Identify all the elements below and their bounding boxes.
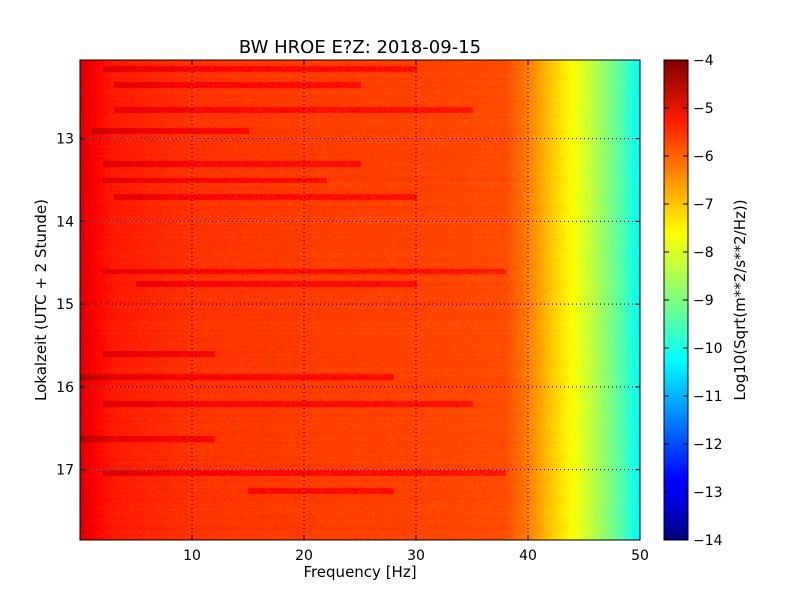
y-tick-label: 17 [56, 463, 74, 479]
colorbar-ticks: −4 −5 −6 −7 −8 −9 −10 −11 −12 −13 −14 [664, 53, 723, 549]
x-tick-label: 40 [519, 548, 537, 564]
colorbar-tick-label: −4 [693, 53, 714, 69]
y-tick-label: 13 [56, 132, 74, 148]
colorbar: −4 −5 −6 −7 −8 −9 −10 −11 −12 −13 −14 Log10(Sqrt(m… [663, 53, 749, 549]
colorbar-tick-label: −8 [693, 245, 714, 261]
colorbar-tick-label: −14 [693, 533, 723, 549]
spectrogram-heatmap [80, 60, 640, 540]
x-axis-label: Frequency [Hz] [303, 563, 416, 581]
y-tick-label: 14 [56, 214, 74, 230]
x-tick-label: 50 [631, 548, 649, 564]
y-tick-label: 16 [56, 380, 74, 396]
y-axis-ticks: 13 14 15 16 17 [56, 132, 640, 479]
x-tick-label: 30 [407, 548, 425, 564]
colorbar-tick-label: −7 [693, 197, 714, 213]
plot-area: 10 20 30 40 50 13 14 15 16 17 [56, 59, 649, 564]
colorbar-tick-label: −11 [693, 389, 723, 405]
colorbar-tick-label: −10 [693, 341, 723, 357]
plot-frame [79, 59, 641, 541]
colorbar-tick-label: −6 [693, 149, 714, 165]
x-tick-label: 20 [295, 548, 313, 564]
y-axis-label: Lokalzeit (UTC + 2 Stunde) [32, 199, 50, 401]
grid-lines [80, 60, 640, 540]
colorbar-tick-label: −13 [693, 485, 723, 501]
colorbar-tick-label: −5 [693, 101, 714, 117]
chart-title: BW HROE E?Z: 2018-09-15 [239, 37, 481, 58]
y-tick-label: 15 [56, 297, 74, 313]
x-axis-ticks: 10 20 30 40 50 [183, 60, 649, 564]
x-tick-label: 10 [183, 548, 201, 564]
colorbar-tick-label: −12 [693, 437, 723, 453]
colorbar-tick-label: −9 [693, 293, 714, 309]
colorbar-label: Log10(Sqrt(m**2/s**2/Hz)) [731, 199, 749, 400]
